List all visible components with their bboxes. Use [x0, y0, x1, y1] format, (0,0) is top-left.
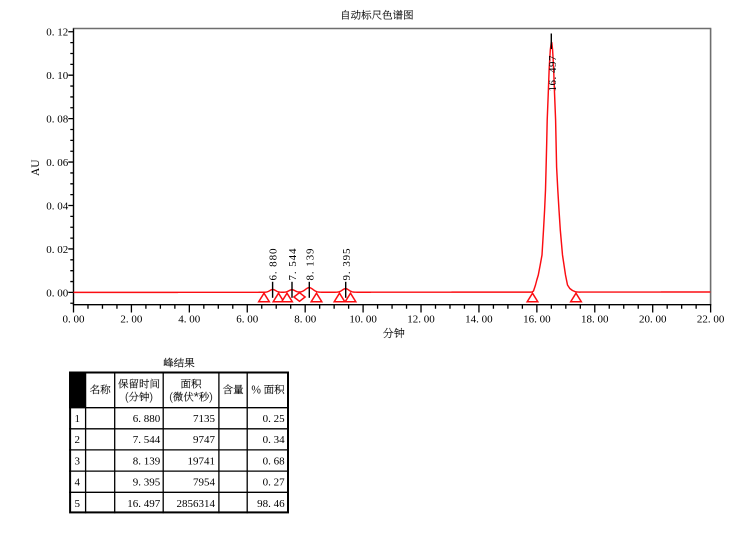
svg-text:20. 00: 20. 00 [639, 314, 667, 326]
svg-text:6. 880: 6. 880 [133, 413, 161, 425]
svg-text:0. 68: 0. 68 [263, 455, 286, 467]
svg-text:7954: 7954 [193, 477, 216, 489]
svg-text:4: 4 [75, 477, 81, 489]
svg-text:0. 10: 0. 10 [46, 70, 69, 82]
svg-text:5: 5 [75, 498, 81, 510]
svg-text:2. 00: 2. 00 [120, 314, 143, 326]
svg-text:0. 06: 0. 06 [46, 157, 69, 169]
svg-text:6. 880: 6. 880 [268, 248, 280, 281]
svg-text:18. 00: 18. 00 [581, 314, 609, 326]
svg-text:0. 25: 0. 25 [263, 413, 286, 425]
svg-text:7. 544: 7. 544 [287, 248, 299, 281]
svg-text:9. 395: 9. 395 [341, 248, 353, 281]
svg-text:7. 544: 7. 544 [133, 434, 161, 446]
svg-text:0. 00: 0. 00 [46, 287, 69, 299]
svg-text:0. 34: 0. 34 [263, 434, 286, 446]
svg-text:4. 00: 4. 00 [178, 314, 201, 326]
svg-text:98. 46: 98. 46 [257, 498, 285, 510]
svg-text:8. 00: 8. 00 [294, 314, 317, 326]
svg-text:AU: AU [30, 159, 42, 176]
svg-text:0. 27: 0. 27 [263, 477, 286, 489]
svg-text:8. 139: 8. 139 [304, 248, 316, 281]
svg-text:2: 2 [75, 434, 81, 446]
svg-text:10. 00: 10. 00 [349, 314, 377, 326]
svg-text:0. 04: 0. 04 [46, 200, 69, 212]
svg-text:16. 497: 16. 497 [547, 55, 559, 92]
svg-text:2856314: 2856314 [177, 498, 216, 510]
svg-text:19741: 19741 [188, 455, 216, 467]
svg-text:3: 3 [75, 455, 81, 467]
svg-text:0. 02: 0. 02 [46, 244, 68, 256]
svg-text:1: 1 [75, 413, 81, 425]
svg-text:9. 395: 9. 395 [133, 477, 161, 489]
svg-text:8. 139: 8. 139 [133, 455, 161, 467]
svg-text:0. 00: 0. 00 [63, 314, 86, 326]
svg-text:0. 08: 0. 08 [46, 114, 69, 126]
svg-text:9747: 9747 [193, 434, 216, 446]
svg-text:16. 00: 16. 00 [523, 314, 551, 326]
svg-text:16. 497: 16. 497 [127, 498, 161, 510]
svg-text:0. 12: 0. 12 [46, 27, 68, 39]
svg-text:6. 00: 6. 00 [236, 314, 259, 326]
svg-text:12. 00: 12. 00 [407, 314, 435, 326]
svg-text:14. 00: 14. 00 [465, 314, 493, 326]
svg-text:7135: 7135 [193, 413, 216, 425]
svg-text:22. 00: 22. 00 [697, 314, 725, 326]
